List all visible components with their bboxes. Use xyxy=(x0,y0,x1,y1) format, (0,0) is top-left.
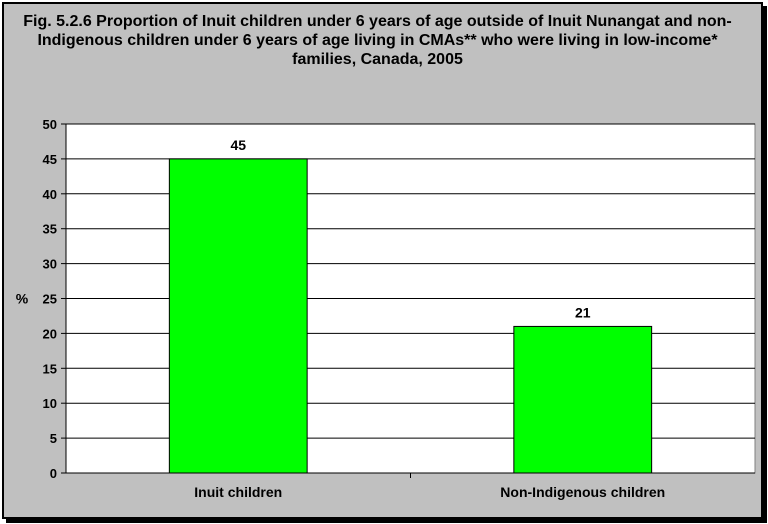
y-tick-label: 45 xyxy=(43,152,57,167)
data-label: 45 xyxy=(230,137,246,153)
y-tick-label: 15 xyxy=(43,361,57,376)
bar-0 xyxy=(168,158,308,474)
y-tick-label: 30 xyxy=(43,257,57,272)
y-tick-label: 5 xyxy=(50,431,57,446)
data-label: 21 xyxy=(575,304,591,320)
x-category-label: Inuit children xyxy=(194,484,282,500)
x-category-label: Non-Indigenous children xyxy=(500,484,665,500)
bars: 45 21 xyxy=(168,137,653,474)
y-tick-label: 35 xyxy=(43,222,57,237)
y-tick-label: 10 xyxy=(43,396,57,411)
y-tick-label: 40 xyxy=(43,187,57,202)
y-tick-label: 0 xyxy=(50,466,57,481)
x-axis-categories: Inuit children Non-Indigenous children xyxy=(194,473,665,500)
y-tick-label: 20 xyxy=(43,326,57,341)
y-tick-label: 50 xyxy=(43,117,57,132)
bar-1 xyxy=(513,325,653,474)
y-axis-label: % xyxy=(16,291,29,307)
chart-title: Fig. 5.2.6 Proportion of Inuit children … xyxy=(23,13,732,68)
y-tick-label: 25 xyxy=(43,292,57,307)
